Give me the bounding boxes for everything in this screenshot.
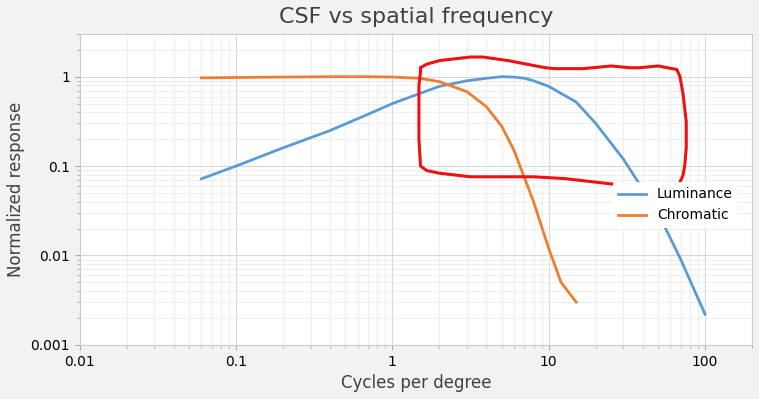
- Luminance: [415, 91, 424, 96]
- Chromatic: [231, 75, 241, 80]
- Chromatic: [509, 148, 518, 153]
- Chromatic: [388, 75, 397, 79]
- Luminance: [701, 312, 710, 316]
- Chromatic: [572, 300, 581, 304]
- Luminance: [497, 74, 506, 79]
- Chromatic: [544, 246, 553, 251]
- Chromatic: [279, 75, 288, 79]
- Luminance: [572, 100, 581, 105]
- Legend: Luminance, Chromatic: Luminance, Chromatic: [613, 182, 739, 228]
- Luminance: [482, 76, 491, 81]
- Luminance: [509, 75, 518, 79]
- Luminance: [388, 101, 397, 106]
- Chromatic: [462, 89, 471, 94]
- Luminance: [529, 78, 538, 83]
- Luminance: [591, 121, 600, 126]
- Luminance: [619, 156, 628, 161]
- Luminance: [197, 176, 206, 181]
- Luminance: [544, 84, 553, 89]
- Chromatic: [435, 79, 444, 84]
- Luminance: [231, 164, 241, 168]
- Y-axis label: Normalized response: Normalized response: [7, 102, 25, 277]
- Chromatic: [482, 105, 491, 109]
- Title: CSF vs spatial frequency: CSF vs spatial frequency: [279, 7, 553, 27]
- Chromatic: [415, 76, 424, 81]
- Chromatic: [326, 74, 335, 79]
- Luminance: [462, 78, 471, 83]
- Luminance: [326, 128, 335, 133]
- Luminance: [676, 257, 685, 262]
- Luminance: [435, 84, 444, 89]
- Luminance: [653, 210, 663, 215]
- Chromatic: [497, 124, 506, 128]
- Chromatic: [197, 75, 206, 80]
- Line: Chromatic: Chromatic: [201, 77, 576, 302]
- Line: Luminance: Luminance: [201, 77, 705, 314]
- X-axis label: Cycles per degree: Cycles per degree: [341, 374, 491, 392]
- Chromatic: [529, 199, 538, 204]
- Chromatic: [364, 74, 373, 79]
- Chromatic: [556, 280, 565, 285]
- Luminance: [279, 145, 288, 150]
- Luminance: [520, 76, 529, 81]
- Luminance: [364, 112, 373, 117]
